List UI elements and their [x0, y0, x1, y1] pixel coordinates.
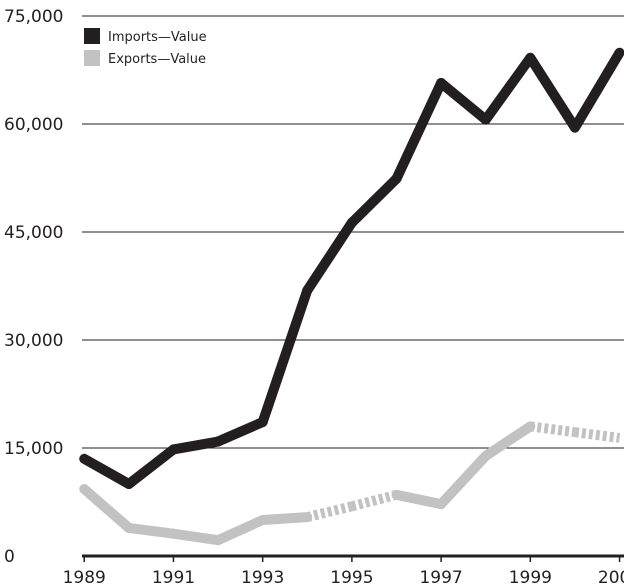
- series-line-segment: [525, 52, 580, 133]
- series-line-segment: [306, 501, 354, 522]
- y-tick-label: 75,000: [4, 7, 63, 27]
- y-tick-label: 45,000: [4, 223, 63, 243]
- series-line-segment: [123, 444, 179, 489]
- series-line-segment: [168, 528, 224, 546]
- legend-label: Imports—Value: [108, 30, 207, 45]
- series-line-segment: [257, 285, 313, 428]
- series-line-segment: [350, 489, 398, 512]
- series-line-segment: [79, 453, 134, 489]
- x-tick-label: 1993: [241, 568, 284, 586]
- series-line-segment: [480, 52, 536, 125]
- y-tick-label: 30,000: [4, 331, 63, 351]
- series-line-segment: [529, 421, 576, 438]
- x-tick-label: 1991: [152, 568, 195, 586]
- series-line-segment: [79, 484, 134, 533]
- series-line-segment: [480, 421, 536, 461]
- y-tick-label: 0: [4, 547, 15, 567]
- series-line-segment: [302, 217, 357, 296]
- series-line-segment: [436, 77, 491, 125]
- series-line-segment: [391, 489, 447, 510]
- series-line-segment: [123, 522, 179, 539]
- legend-label: Exports—Value: [108, 52, 206, 67]
- series-line-segment: [574, 427, 621, 443]
- x-tick-label: 2001: [598, 568, 624, 586]
- x-tick-label: 1989: [63, 568, 106, 586]
- series-line-segment: [569, 47, 624, 133]
- y-tick-label: 60,000: [4, 115, 63, 135]
- legend-swatch: [84, 28, 100, 44]
- series-line-segment: [213, 417, 268, 447]
- series-line-segment: [213, 515, 268, 546]
- y-tick-label: 15,000: [4, 439, 63, 459]
- series-line-segment: [391, 77, 447, 184]
- x-tick-label: 1995: [330, 568, 373, 586]
- series-line-segment: [168, 436, 224, 455]
- series-line-segment: [346, 173, 402, 228]
- x-tick-label: 1999: [509, 568, 552, 586]
- series-line-segment: [257, 512, 313, 525]
- x-tick-label: 1997: [419, 568, 462, 586]
- legend-swatch: [84, 50, 100, 66]
- series-line-segment: [436, 450, 491, 510]
